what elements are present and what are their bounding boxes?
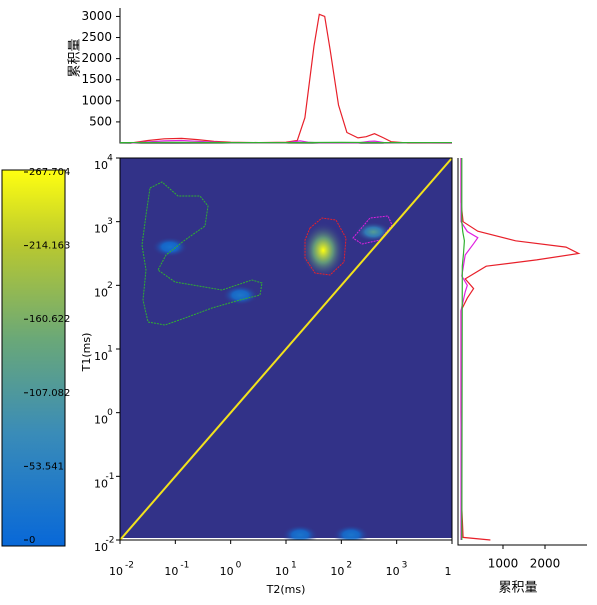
right-line xyxy=(460,158,581,541)
x-tick-exp: 1 xyxy=(291,561,297,571)
colorbar-tick-label: 267.704 xyxy=(29,167,70,178)
y-tick-label: 10 xyxy=(94,223,108,236)
contour xyxy=(352,215,393,245)
y-tick-exp: 0 xyxy=(107,408,113,418)
right-x-tick-label: 2000 xyxy=(530,557,561,571)
x-label: T2(ms) xyxy=(266,583,306,596)
y-tick-label: 10 xyxy=(94,414,108,427)
top-y-tick-label: 2500 xyxy=(81,30,112,44)
y-label: T1(ms) xyxy=(80,333,93,373)
heatmap-peak xyxy=(222,285,259,306)
y-tick-label: 10 xyxy=(94,477,108,490)
top-y-tick-label: 500 xyxy=(89,114,112,128)
y-tick-label: 10 xyxy=(94,159,108,172)
colorbar-tick-label: 160.622 xyxy=(29,314,70,325)
y-tick-exp: 3 xyxy=(107,217,113,227)
right-line xyxy=(460,158,479,540)
heatmap-peak xyxy=(301,222,346,279)
top-axes xyxy=(119,8,452,144)
top-y-label: 累积量 xyxy=(68,38,83,77)
top-y-tick-label: 1500 xyxy=(81,72,112,86)
x-tick-exp: 3 xyxy=(402,561,408,571)
colorbar-tick-label: 214.163 xyxy=(29,241,70,252)
y-tick-label: 10 xyxy=(94,350,108,363)
heatmap-peak xyxy=(282,524,319,540)
y-tick-exp: 1 xyxy=(107,345,113,355)
colorbar-tick-label: 53.541 xyxy=(29,461,64,472)
x-tick-exp: 0 xyxy=(236,561,242,571)
x-tick-label: 10 xyxy=(275,565,289,578)
heatmap-peak xyxy=(151,237,188,258)
x-tick-label: 10 xyxy=(164,565,178,578)
diagonal xyxy=(119,157,453,541)
contour xyxy=(141,181,263,326)
y-tick-label: 10 xyxy=(94,541,108,554)
y-tick-exp: 2 xyxy=(107,281,113,291)
top-y-tick-label: 1000 xyxy=(81,93,112,107)
right-axes xyxy=(457,158,587,546)
top-line xyxy=(131,13,452,144)
x-tick-exp: -2 xyxy=(125,561,134,571)
colorbar-tick-label: 0 xyxy=(29,535,35,546)
x-tick-label: 1 xyxy=(445,565,452,578)
right-line xyxy=(461,158,466,541)
top-y-tick-label: 3000 xyxy=(81,9,112,23)
y-tick-label: 10 xyxy=(94,286,108,299)
x-tick-label: 10 xyxy=(109,565,123,578)
top-y-tick-label: 2000 xyxy=(81,51,112,65)
right-x-tick-label: 1000 xyxy=(488,557,519,571)
x-tick-label: 10 xyxy=(386,565,400,578)
top-line xyxy=(131,139,453,144)
contour xyxy=(304,217,347,276)
colorbar-tick-label: 107.082 xyxy=(29,388,70,399)
heatmap-peak xyxy=(333,524,370,540)
y-tick-exp: 4 xyxy=(107,154,113,164)
y-tick-exp: -2 xyxy=(106,536,115,546)
right-x-label: 累积量 xyxy=(498,581,537,596)
y-tick-exp: -1 xyxy=(106,472,115,482)
x-tick-label: 10 xyxy=(330,565,344,578)
colorbar xyxy=(1,169,66,547)
x-tick-label: 10 xyxy=(220,565,234,578)
x-tick-exp: -1 xyxy=(180,561,189,571)
x-tick-exp: 2 xyxy=(346,561,352,571)
